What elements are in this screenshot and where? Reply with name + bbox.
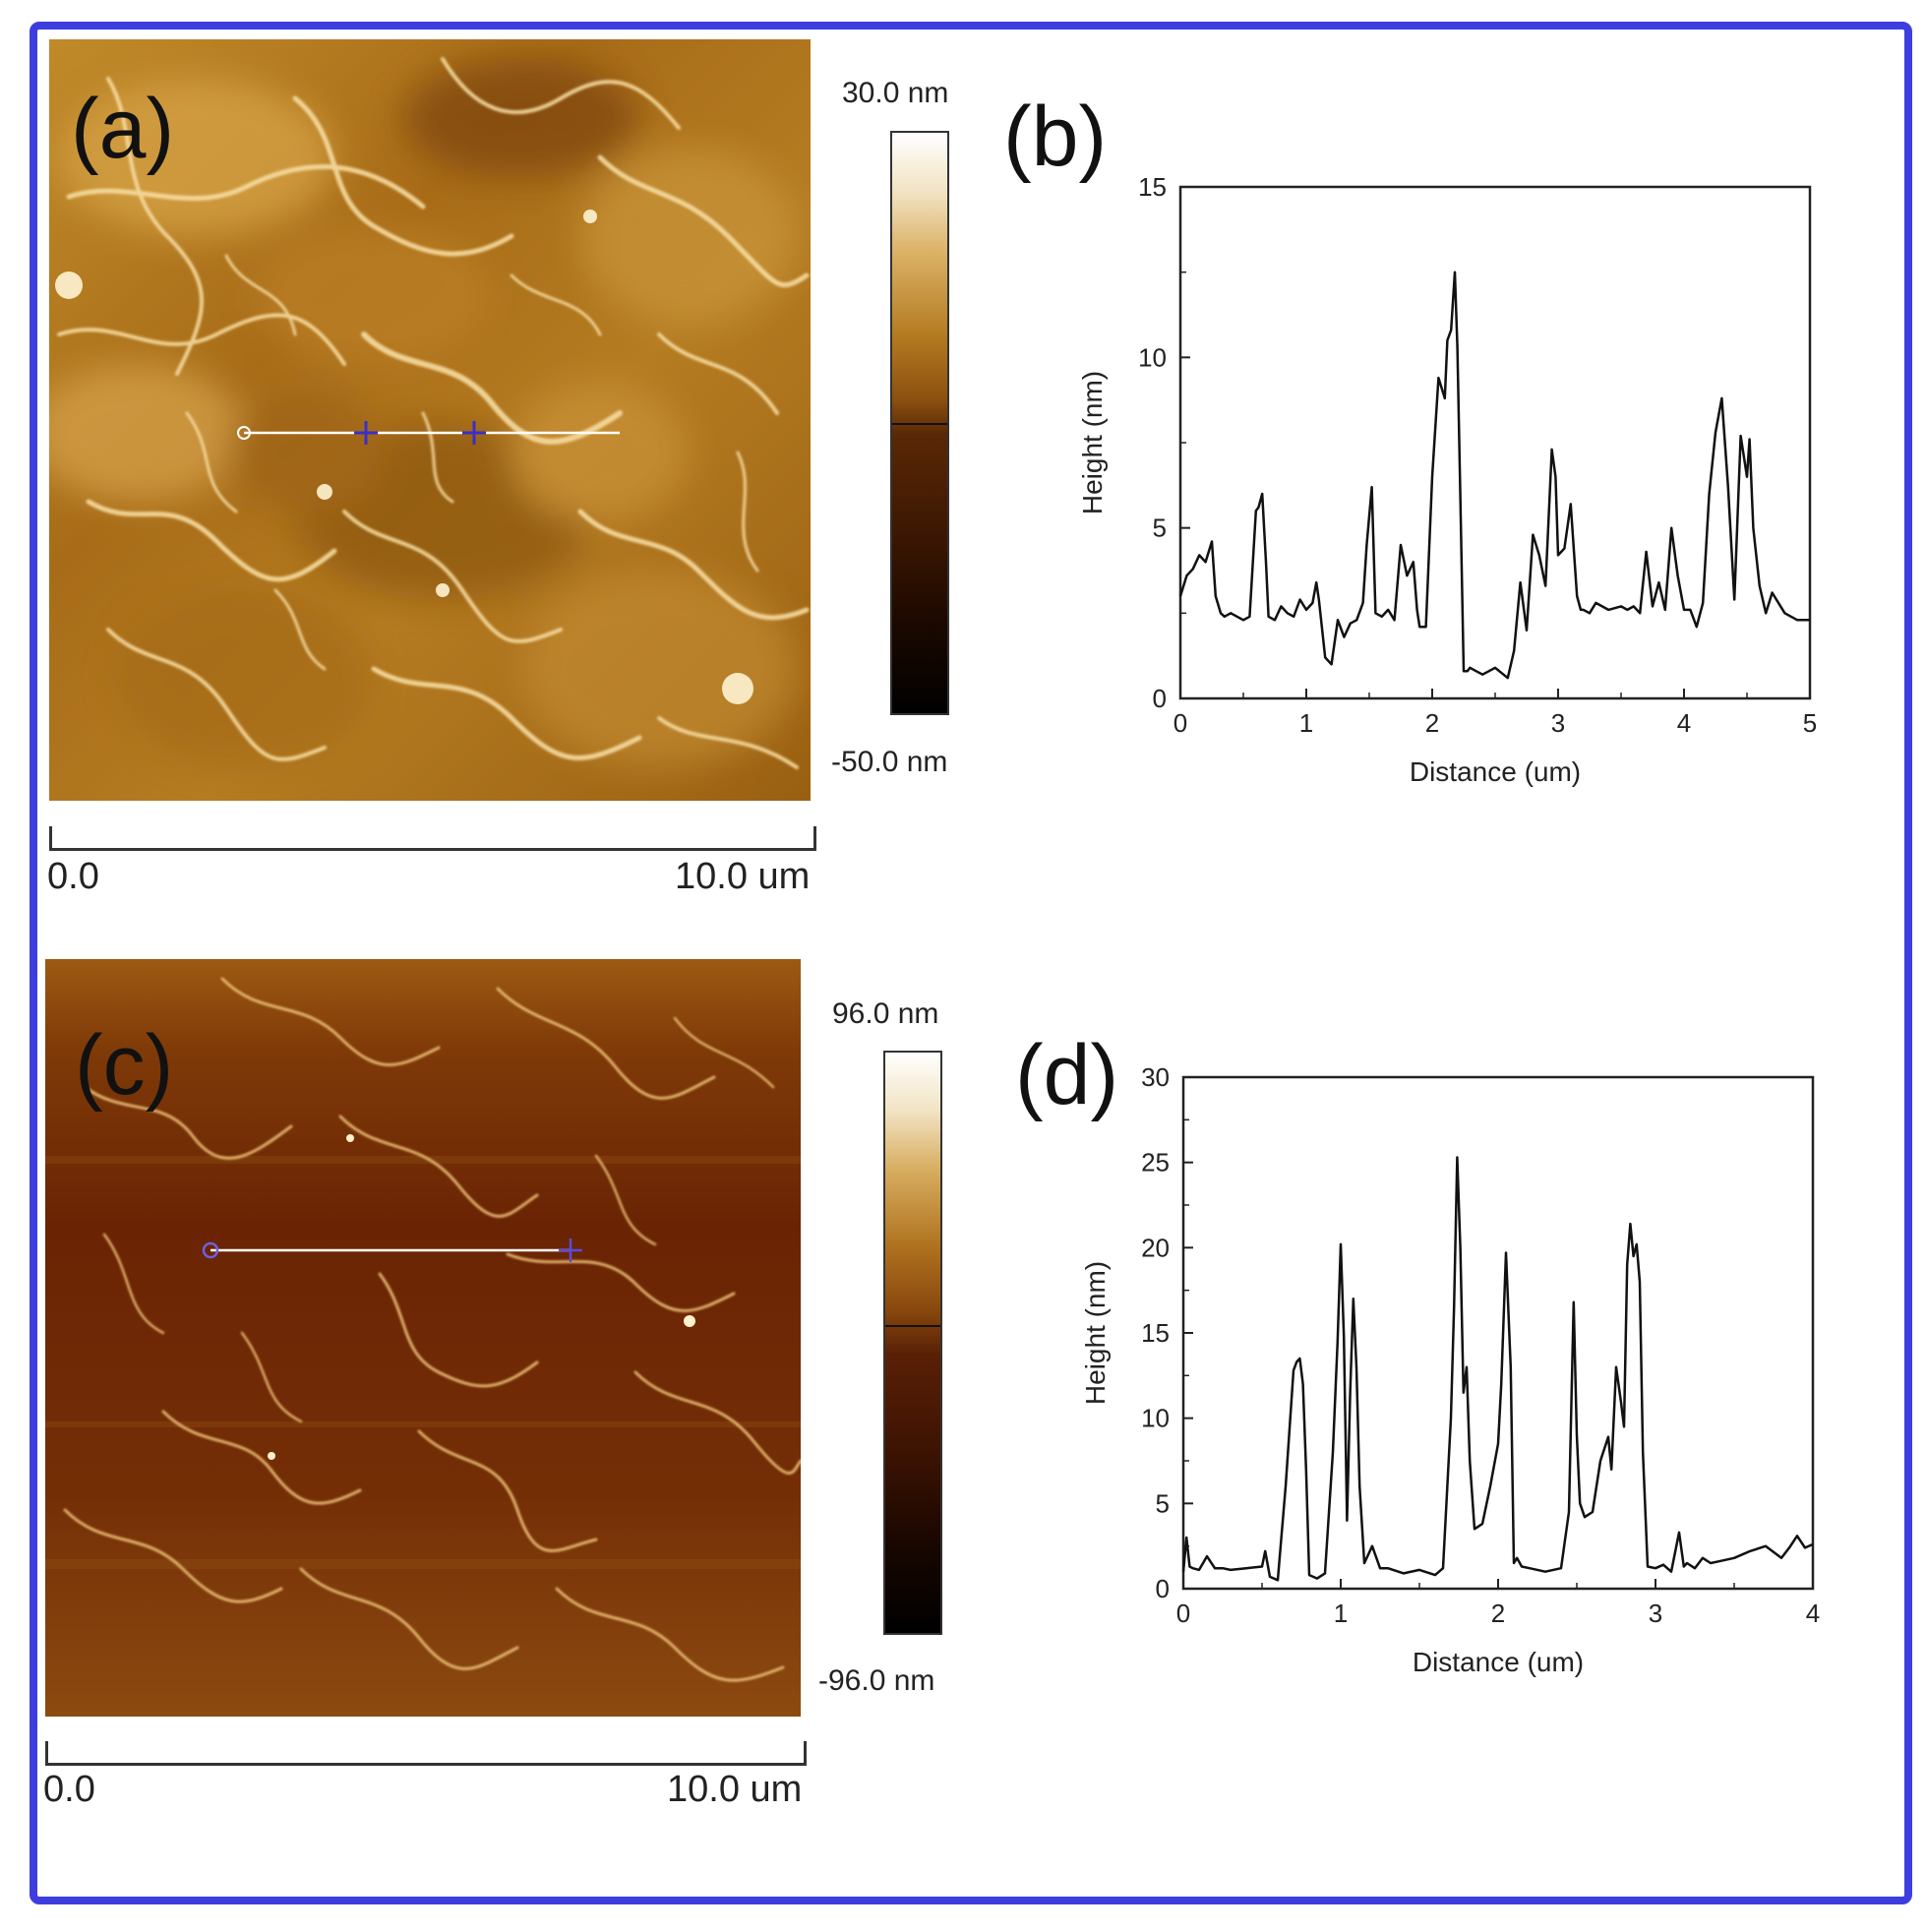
y-axis-label: Height (nm) xyxy=(1080,1261,1111,1405)
colorbar-a-midline xyxy=(892,423,947,425)
chart-d: 0 1 2 3 4 0 5 10 15 20 25 30 Distance (um) Height (nm… xyxy=(1057,1062,1844,1712)
colorbar-c-midline xyxy=(885,1325,940,1328)
panel-label-a: (a) xyxy=(71,82,175,176)
x-tick-label: 1 xyxy=(1334,1599,1348,1628)
chart-d-svg: 0 1 2 3 4 0 5 10 15 20 25 30 Distance (um) Height (nm… xyxy=(1080,1062,1820,1677)
colorbar-c-max-label: 96.0 nm xyxy=(832,997,939,1030)
y-tick-label: 30 xyxy=(1141,1062,1170,1092)
chart-b-svg: 0 1 2 3 4 5 0 5 10 15 Distance (um) Height (nm) xyxy=(1077,172,1817,787)
colorbar-a xyxy=(890,131,949,715)
y-tick-label: 20 xyxy=(1141,1233,1170,1262)
scalebar-c xyxy=(45,1741,807,1766)
x-tick-label: 3 xyxy=(1649,1599,1662,1628)
x-tick-label: 1 xyxy=(1299,708,1313,738)
x-tick-label: 0 xyxy=(1174,708,1187,738)
y-tick-label: 10 xyxy=(1141,1404,1170,1433)
x-tick-label: 2 xyxy=(1491,1599,1505,1628)
series-line xyxy=(1178,271,1810,680)
y-tick-label: 5 xyxy=(1156,1488,1170,1518)
series-line xyxy=(1181,1156,1814,1582)
colorbar-a-min-label: -50.0 nm xyxy=(831,746,948,778)
x-axis-label: Distance (um) xyxy=(1410,756,1581,787)
afm-image-a xyxy=(49,39,811,801)
x-tick-label: 2 xyxy=(1425,708,1439,738)
y-tick-label: 10 xyxy=(1138,342,1167,372)
colorbar-c xyxy=(883,1051,942,1635)
y-axis-label: Height (nm) xyxy=(1077,371,1108,514)
scalebar-c-end-label: 10.0 um xyxy=(667,1769,803,1810)
chart-b: 0 1 2 3 4 5 0 5 10 15 Distance (um) Height (nm) xyxy=(1043,167,1830,816)
afm-image-c xyxy=(45,959,801,1717)
scalebar-c-start-label: 0.0 xyxy=(43,1769,95,1810)
y-tick-label: 5 xyxy=(1153,513,1167,543)
x-tick-label: 3 xyxy=(1551,708,1565,738)
panel-label-d: (d) xyxy=(1015,1028,1119,1122)
x-tick-label: 4 xyxy=(1677,708,1691,738)
y-tick-label: 0 xyxy=(1153,684,1167,713)
scalebar-a-end-label: 10.0 um xyxy=(675,856,811,897)
colorbar-a-max-label: 30.0 nm xyxy=(842,77,949,109)
x-tick-label: 4 xyxy=(1806,1599,1820,1628)
y-tick-label: 0 xyxy=(1156,1574,1170,1603)
plot-frame xyxy=(1181,1075,1815,1591)
x-tick-label: 5 xyxy=(1803,708,1817,738)
y-tick-label: 15 xyxy=(1138,172,1167,202)
panel-label-c: (c) xyxy=(75,1018,174,1113)
x-axis-label: Distance (um) xyxy=(1413,1647,1584,1677)
y-tick-label: 25 xyxy=(1141,1148,1170,1177)
scalebar-a xyxy=(49,826,816,851)
scalebar-a-start-label: 0.0 xyxy=(47,856,99,897)
panel-label-b: (b) xyxy=(1003,90,1108,184)
y-tick-label: 15 xyxy=(1141,1318,1170,1348)
colorbar-c-min-label: -96.0 nm xyxy=(818,1664,935,1697)
x-tick-label: 0 xyxy=(1176,1599,1190,1628)
